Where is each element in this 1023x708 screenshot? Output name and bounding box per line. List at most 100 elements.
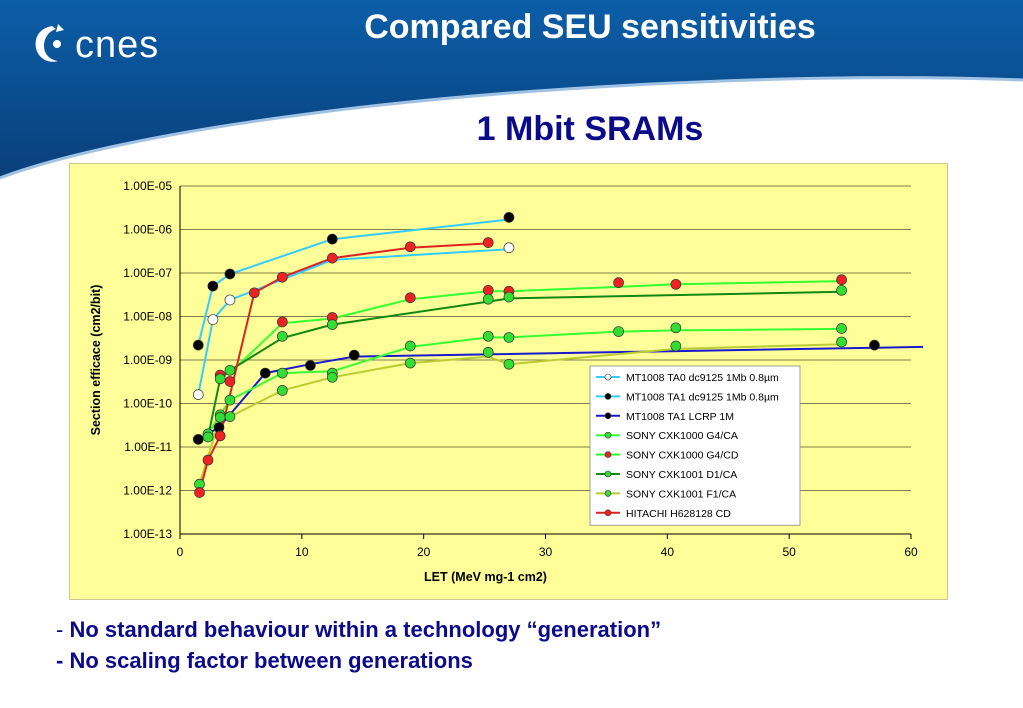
data-point-5 <box>482 293 494 305</box>
legend-marker-0 <box>604 373 612 381</box>
note-1-dash: - <box>56 617 70 642</box>
note-2-text: - No scaling factor between generations <box>56 648 473 673</box>
data-point-4 <box>670 278 682 290</box>
data-point-5 <box>836 284 847 296</box>
legend-entry-5: SONY CXK1001 D1/CA <box>626 469 737 481</box>
y-tick-label: 1.00E-13 <box>123 527 172 541</box>
cnes-logo-icon <box>35 24 64 62</box>
data-point-6 <box>326 371 338 383</box>
slide-subtitle: 1 Mbit SRAMs <box>476 110 704 148</box>
legend-marker-6 <box>604 490 612 497</box>
data-point-0 <box>503 242 515 254</box>
data-point-0 <box>192 389 204 400</box>
data-point-3 <box>224 394 236 406</box>
legend-marker-3 <box>604 431 612 439</box>
data-point-7 <box>194 487 205 498</box>
slide-title: Compared SEU sensitivities <box>364 8 816 46</box>
y-tick-label: 1.00E-11 <box>124 440 172 454</box>
legend-entry-7: HITACHI H628128 CD <box>626 508 731 520</box>
series-points <box>192 212 880 498</box>
legend-entry-1: MT1008 TA1 dc9125 1Mb 0.8µm <box>626 391 779 403</box>
legend-entry-2: MT1008 TA1 LCRP 1M <box>626 411 734 423</box>
y-tick-label: 1.00E-06 <box>123 223 172 237</box>
data-point-5 <box>326 319 338 330</box>
data-point-6 <box>404 357 416 369</box>
x-tick-label: 60 <box>904 545 918 559</box>
legend-entry-6: SONY CXK1001 F1/CA <box>626 488 736 500</box>
legend-marker-2 <box>604 412 612 420</box>
data-point-5 <box>224 364 236 376</box>
data-point-3 <box>613 326 624 337</box>
data-point-3 <box>404 340 416 352</box>
data-point-5 <box>202 431 214 443</box>
data-point-6 <box>836 336 847 348</box>
data-point-0 <box>207 314 219 325</box>
data-point-2 <box>305 360 316 371</box>
y-tick-label: 1.00E-12 <box>123 484 172 498</box>
data-point-4 <box>613 277 624 289</box>
legend-marker-7 <box>604 509 612 517</box>
data-point-7 <box>202 454 214 466</box>
data-point-1 <box>326 233 338 245</box>
data-point-3 <box>276 367 288 379</box>
data-point-4 <box>836 274 847 286</box>
legend-marker-4 <box>604 451 612 458</box>
y-tick-label: 1.00E-07 <box>123 266 172 280</box>
data-point-7 <box>248 287 260 299</box>
notes: - No standard behaviour within a technol… <box>56 614 956 676</box>
x-tick-label: 10 <box>295 545 309 559</box>
data-point-5 <box>503 291 515 303</box>
x-tick-label: 30 <box>539 545 553 559</box>
data-point-3 <box>836 323 847 334</box>
data-point-6 <box>482 346 494 358</box>
data-point-7 <box>326 252 338 264</box>
y-tick-label: 1.00E-05 <box>123 179 172 193</box>
cnes-logo: cnes <box>30 20 190 70</box>
x-tick-label: 20 <box>417 545 431 559</box>
data-point-5 <box>214 373 226 385</box>
data-point-3 <box>482 330 494 342</box>
data-point-2 <box>869 339 880 351</box>
data-point-0 <box>224 294 236 306</box>
x-axis-title: LET (MeV mg-1 cm2) <box>424 570 547 584</box>
x-tick-label: 0 <box>177 545 184 559</box>
legend-entry-3: SONY CXK1000 G4/CA <box>626 430 738 442</box>
data-point-7 <box>404 241 416 253</box>
data-point-3 <box>503 332 515 343</box>
y-tick-label: 1.00E-08 <box>123 310 172 324</box>
data-point-1 <box>224 268 236 280</box>
seu-chart: 1.00E-05 1.00E-06 1.00E-07 1.00E-08 1.00E-09… <box>89 179 924 584</box>
data-point-6 <box>670 340 682 352</box>
data-point-5 <box>276 330 288 342</box>
data-point-6 <box>224 411 236 422</box>
y-tick-label: 1.00E-09 <box>123 353 172 367</box>
data-point-4 <box>224 376 236 387</box>
note-1-text: No standard behaviour within a technolog… <box>69 617 662 642</box>
data-point-7 <box>214 430 226 442</box>
data-point-4 <box>404 292 416 304</box>
data-point-2 <box>192 433 204 445</box>
data-point-6 <box>214 412 226 423</box>
data-point-1 <box>192 339 204 351</box>
logo-text: cnes <box>75 24 160 66</box>
legend: MT1008 TA0 dc9125 1Mb 0.8µm MT1008 TA1 dc… <box>589 365 801 526</box>
data-point-2 <box>348 349 360 361</box>
data-point-7 <box>276 271 288 283</box>
y-axis-title: Section efficace (cm2/bit) <box>89 285 103 436</box>
data-point-2 <box>259 367 271 379</box>
y-tick-label: 1.00E-10 <box>123 397 172 411</box>
note-1: - No standard behaviour within a technol… <box>56 614 956 645</box>
x-tick-label: 40 <box>661 545 675 559</box>
data-point-4 <box>482 284 494 296</box>
header-banner <box>0 0 1023 180</box>
data-point-7 <box>482 237 494 248</box>
data-point-6 <box>276 385 288 396</box>
series-line-4 <box>220 280 842 377</box>
legend-marker-1 <box>604 393 612 400</box>
legend-box <box>589 365 801 526</box>
chart-panel: 1.00E-05 1.00E-06 1.00E-07 1.00E-08 1.00E-09… <box>69 163 948 600</box>
legend-entry-4: SONY CXK1000 G4/CD <box>626 450 739 462</box>
data-point-4 <box>276 316 288 328</box>
series-line-2 <box>197 345 924 441</box>
data-point-1 <box>207 280 219 292</box>
